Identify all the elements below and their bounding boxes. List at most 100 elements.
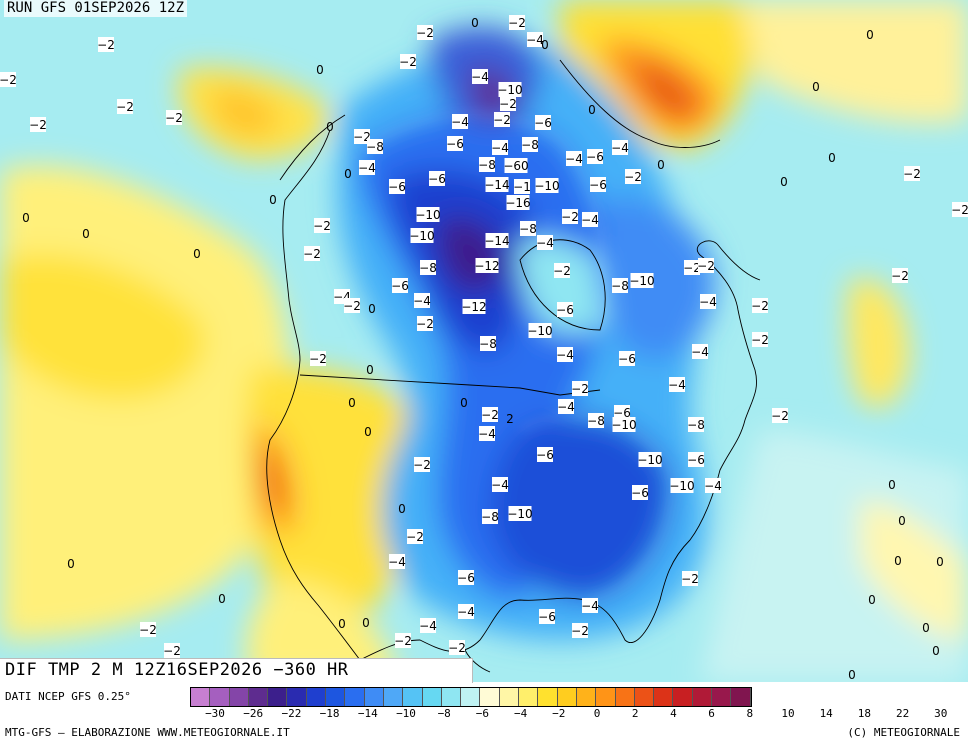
contour-value-label: −2 xyxy=(771,408,789,423)
contour-value-label: −2 xyxy=(493,112,511,127)
contour-value-label: −4 xyxy=(611,140,629,155)
svg-text:−6: −6 xyxy=(687,453,705,467)
svg-text:0: 0 xyxy=(848,668,856,682)
contour-value-label: −2 xyxy=(903,166,921,181)
title-box xyxy=(0,658,473,683)
contour-value-label: 0 xyxy=(460,396,468,410)
svg-text:−4: −4 xyxy=(413,294,431,308)
svg-text:0: 0 xyxy=(812,80,820,94)
contour-value-label: −8 xyxy=(366,139,384,154)
contour-value-label: −2 xyxy=(683,260,701,275)
contour-value-label: −8 xyxy=(519,221,537,236)
svg-text:−10: −10 xyxy=(415,208,440,222)
contour-value-label: −2 xyxy=(751,298,769,313)
svg-text:−2: −2 xyxy=(343,299,361,313)
colorbar-tick-label: −22 xyxy=(281,707,302,720)
colorbar-tick-label: −14 xyxy=(357,707,378,720)
contour-value-label: −2 xyxy=(508,15,526,30)
svg-text:0: 0 xyxy=(338,617,346,631)
contour-value-label: −6 xyxy=(388,179,406,194)
svg-text:−4: −4 xyxy=(526,33,544,47)
colorbar-swatch xyxy=(654,688,674,706)
contour-value-label: −2 xyxy=(394,633,412,648)
svg-text:−4: −4 xyxy=(471,70,489,84)
colorbar-swatch xyxy=(345,688,365,706)
contour-value-label: −2 xyxy=(751,332,769,347)
svg-text:−6: −6 xyxy=(457,571,475,585)
colorbar-swatch xyxy=(326,688,346,706)
contour-value-label: −6 xyxy=(618,351,636,366)
svg-text:−6: −6 xyxy=(618,352,636,366)
contour-value-label: −2 xyxy=(116,99,134,114)
svg-text:−4: −4 xyxy=(611,141,629,155)
svg-text:0: 0 xyxy=(22,211,30,225)
contour-value-label: −2 xyxy=(681,571,699,586)
svg-text:−2: −2 xyxy=(493,113,511,127)
contour-value-label: −10 xyxy=(507,506,533,521)
svg-text:0: 0 xyxy=(541,38,549,52)
svg-text:−2: −2 xyxy=(508,16,526,30)
contour-value-label: 0 xyxy=(888,478,896,492)
contour-value-label: −2 xyxy=(448,640,466,655)
contour-value-label: −2 xyxy=(413,457,431,472)
contour-value-label: −16 xyxy=(505,195,531,210)
svg-text:0: 0 xyxy=(932,644,940,658)
contour-value-label: −4 xyxy=(451,114,469,129)
contour-value-label: 0 xyxy=(657,158,665,172)
contour-value-label: −4 xyxy=(581,598,599,613)
svg-text:0: 0 xyxy=(67,557,75,571)
colorbar-tick-label: 10 xyxy=(781,707,795,720)
svg-text:0: 0 xyxy=(398,502,406,516)
colorbar-tick-label: −4 xyxy=(513,707,528,720)
svg-text:−4: −4 xyxy=(699,295,717,309)
contour-value-label: −2 xyxy=(499,96,517,111)
contour-value-label: 0 xyxy=(348,396,356,410)
svg-text:0: 0 xyxy=(316,63,324,77)
svg-text:−2: −2 xyxy=(751,333,769,347)
credit-right: (C) METEOGIORNALE xyxy=(847,726,960,739)
contour-value-label: −2 xyxy=(303,246,321,261)
svg-text:−10: −10 xyxy=(637,453,662,467)
svg-text:0: 0 xyxy=(588,103,596,117)
data-source: DATI NCEP GFS 0.25° xyxy=(5,690,131,703)
contour-value-label: −4 xyxy=(536,235,554,250)
svg-text:0: 0 xyxy=(368,302,376,316)
colorbar-tick-label: 30 xyxy=(934,707,948,720)
svg-text:0: 0 xyxy=(366,363,374,377)
colorbar-swatch xyxy=(673,688,693,706)
contour-value-label: −4 xyxy=(471,69,489,84)
colorbar-swatch xyxy=(538,688,558,706)
contour-value-label: −2 xyxy=(343,298,361,313)
colorbar-tick-label: −2 xyxy=(552,707,566,720)
colorbar-swatch xyxy=(576,688,597,706)
contour-value-label: 0 xyxy=(932,644,940,658)
contour-value-label: 0 xyxy=(193,247,201,261)
contour-value-label: −10 xyxy=(611,417,637,432)
contour-value-label: −4 xyxy=(358,160,376,175)
colorbar-tick-label: 0 xyxy=(593,707,601,720)
contour-value-label: 0 xyxy=(471,16,479,30)
contour-value-label: −6 xyxy=(586,149,604,164)
contour-value-label: −10 xyxy=(629,273,655,288)
svg-text:−4: −4 xyxy=(581,213,599,227)
contour-value-label: 0 xyxy=(364,425,372,439)
contour-value-label: −14 xyxy=(484,233,510,248)
colorbar-swatch xyxy=(268,688,288,706)
svg-text:−10: −10 xyxy=(611,418,636,432)
contour-value-label: 0 xyxy=(82,227,90,241)
svg-text:−4: −4 xyxy=(668,378,686,392)
contour-value-label: −8 xyxy=(479,336,497,351)
contour-value-label: −10 xyxy=(669,478,695,493)
colorbar-tick-label: 6 xyxy=(708,707,715,720)
contour-value-label: −8 xyxy=(521,137,539,152)
svg-text:−10: −10 xyxy=(534,179,559,193)
svg-text:−2: −2 xyxy=(499,97,517,111)
svg-text:−14: −14 xyxy=(484,178,509,192)
contour-value-label: −4 xyxy=(457,604,475,619)
svg-text:−2: −2 xyxy=(313,219,331,233)
svg-text:0: 0 xyxy=(193,247,201,261)
contour-value-label: −4 xyxy=(526,32,544,47)
svg-text:−4: −4 xyxy=(457,605,475,619)
svg-text:−2: −2 xyxy=(481,408,499,422)
contour-value-label: −4 xyxy=(419,618,437,633)
